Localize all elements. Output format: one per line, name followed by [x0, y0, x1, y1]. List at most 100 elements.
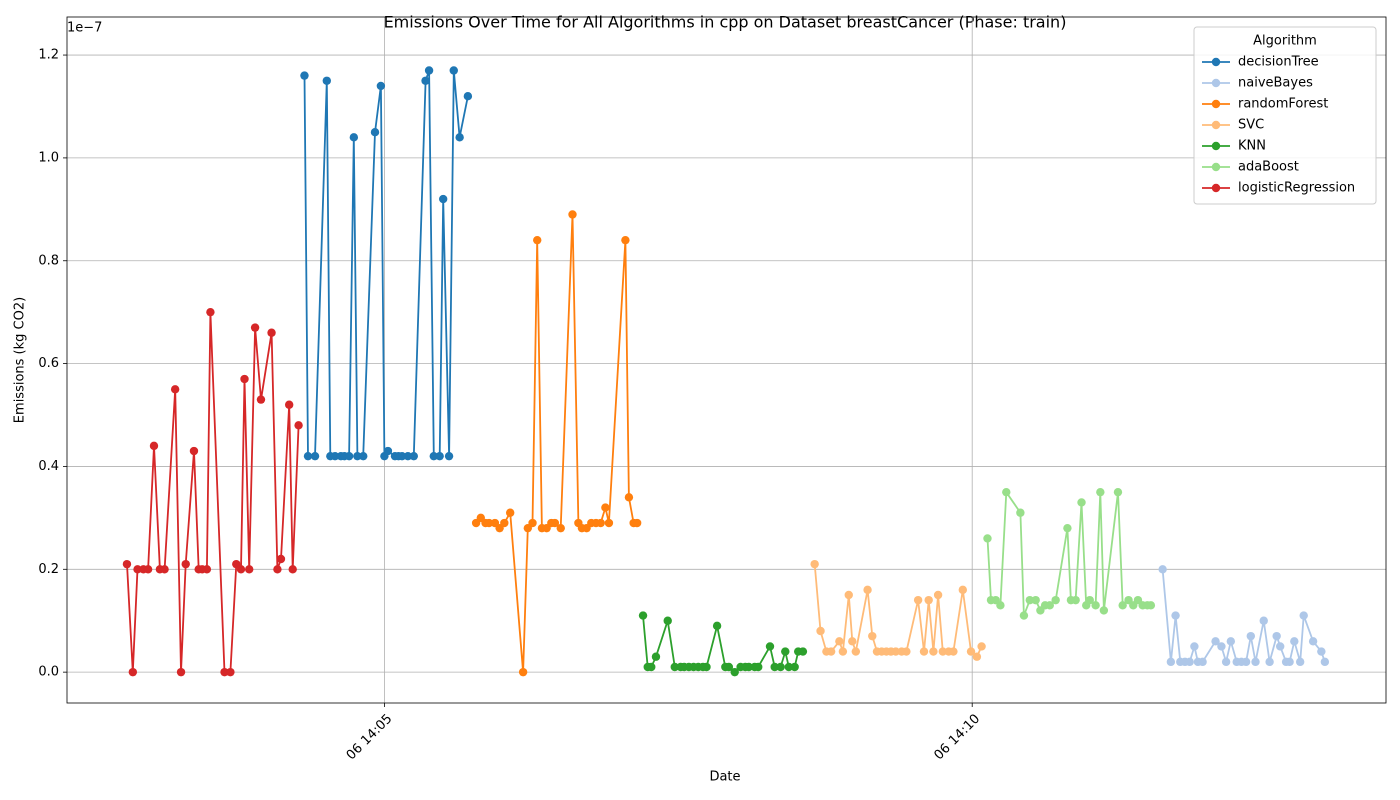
data-point [435, 451, 444, 461]
data-point [1217, 642, 1226, 651]
data-point [429, 451, 438, 461]
data-point [133, 565, 142, 574]
data-point [424, 66, 434, 75]
y-tick-label: 1.2 [38, 48, 59, 63]
data-point [245, 565, 254, 574]
data-point [1016, 508, 1025, 517]
data-point [505, 508, 515, 517]
data-point [596, 518, 605, 528]
data-point [1308, 637, 1318, 646]
data-point [181, 559, 190, 569]
data-point [835, 637, 844, 646]
y-tick-label: 0.6 [38, 356, 59, 371]
legend-marker [1211, 57, 1221, 67]
data-point [902, 647, 911, 656]
data-point [1045, 601, 1054, 610]
data-point [300, 71, 309, 80]
data-point [1025, 595, 1034, 605]
data-point [1226, 637, 1236, 646]
data-point [929, 647, 938, 656]
data-point [349, 133, 359, 142]
legend-label: adaBoost [1238, 160, 1299, 175]
legend-marker [1211, 120, 1221, 130]
data-point [1190, 642, 1199, 651]
data-point [484, 518, 494, 528]
data-point [455, 133, 464, 142]
data-point [1158, 565, 1167, 574]
data-point [409, 451, 418, 461]
data-point [267, 328, 276, 337]
legend-label: decisionTree [1238, 55, 1319, 70]
data-point [353, 451, 362, 461]
data-point [1171, 611, 1180, 620]
data-point [790, 662, 799, 672]
data-point [784, 662, 794, 672]
data-point [500, 518, 509, 528]
data-point [638, 611, 648, 620]
data-point [621, 235, 630, 245]
data-point [754, 662, 763, 672]
legend-marker [1211, 78, 1221, 88]
data-point [977, 642, 986, 651]
legend-marker [1211, 183, 1221, 193]
y-tick-label: 0.0 [38, 665, 59, 680]
data-point [1096, 487, 1105, 497]
data-point [149, 441, 159, 451]
data-point [236, 565, 246, 574]
data-point [810, 559, 819, 569]
data-point [1251, 657, 1260, 667]
data-point [568, 210, 577, 219]
legend-label: logisticRegression [1238, 181, 1355, 196]
data-point [288, 565, 297, 574]
data-point [781, 647, 790, 656]
data-point [397, 451, 407, 461]
legend-label: SVC [1238, 118, 1264, 133]
data-point [949, 647, 958, 656]
data-point [1221, 657, 1231, 667]
data-point [996, 601, 1005, 610]
data-point [556, 523, 565, 533]
data-point [303, 451, 313, 461]
data-point [744, 662, 754, 672]
legend-label: randomForest [1238, 97, 1328, 112]
data-point [730, 667, 739, 677]
data-point [848, 637, 857, 646]
legend-box [1193, 26, 1377, 205]
y-tick-label: 0.8 [38, 253, 59, 268]
data-point [421, 76, 430, 85]
plot-frame [66, 16, 1387, 704]
data-point [868, 631, 877, 641]
data-point [276, 554, 286, 564]
y-tick-label: 0.4 [38, 459, 59, 474]
data-point [1085, 595, 1094, 605]
data-point [1031, 595, 1040, 605]
data-point [1113, 487, 1123, 497]
legend-label: KNN [1238, 139, 1266, 154]
data-point [226, 667, 235, 677]
data-point [724, 662, 734, 672]
data-point [983, 534, 992, 543]
data-point [712, 621, 722, 631]
data-point [344, 451, 354, 461]
data-point [924, 595, 933, 605]
data-point [284, 400, 294, 409]
data-point [826, 647, 836, 656]
data-point [122, 559, 132, 569]
legend-label: naiveBayes [1238, 76, 1313, 91]
data-point [160, 565, 169, 574]
data-point [533, 235, 542, 245]
data-point [1299, 611, 1308, 620]
y-offset-label: 1e−7 [67, 21, 102, 36]
data-point [176, 667, 186, 677]
data-point [376, 81, 386, 91]
data-point [1246, 631, 1256, 641]
legend-title: Algorithm [1253, 34, 1317, 49]
data-point [838, 647, 848, 656]
data-point [322, 76, 332, 85]
data-point [310, 451, 320, 461]
data-point [240, 374, 249, 384]
data-point [663, 616, 672, 625]
data-point [798, 647, 808, 656]
data-point [1118, 601, 1127, 610]
